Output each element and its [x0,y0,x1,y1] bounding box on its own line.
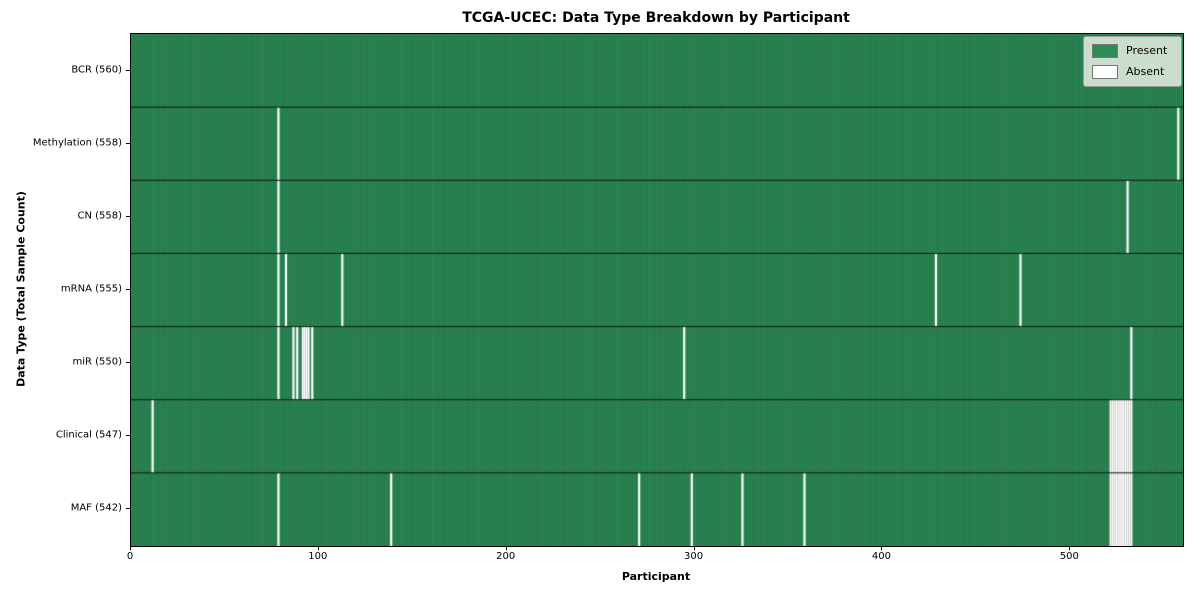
x-tickmark [505,546,507,550]
legend-present-swatch-icon [1092,44,1118,58]
ytick-label-mir: miR (550) [72,356,122,368]
xtick-label-300: 300 [684,551,704,562]
xtick-label-500: 500 [1059,551,1079,562]
y-tickmark [126,69,130,71]
x-axis-label: Participant [621,570,691,583]
legend-present-label: Present [1126,44,1168,57]
xtick-label-400: 400 [871,551,891,562]
xtick-label-200: 200 [496,551,516,562]
heatmap-canvas [131,34,1183,546]
x-tickmark [317,546,319,550]
y-tickmark [126,435,130,437]
ytick-label-bcr: BCR (560) [71,64,122,76]
xtick-label-100: 100 [308,551,328,562]
ytick-label-maf: MAF (542) [70,502,122,514]
x-tickmark [1069,546,1071,550]
xtick-label-0: 0 [126,551,134,562]
y-tickmark [126,142,130,144]
chart-title: TCGA-UCEC: Data Type Breakdown by Partic… [462,10,850,26]
x-tickmark [693,546,695,550]
ytick-label-cn: CN (558) [77,210,122,222]
y-tickmark [126,508,130,510]
ytick-label-mrna: mRNA (555) [60,283,122,295]
legend-absent-label: Absent [1126,65,1165,78]
legend-item-absent: Absent [1092,65,1172,79]
legend-item-present: Present [1092,44,1172,58]
y-tickmark [126,362,130,364]
legend: Present Absent [1083,36,1182,87]
ytick-label-clinical: Clinical (547) [55,429,122,441]
x-tickmark [130,546,131,550]
legend-absent-swatch-icon [1092,65,1118,79]
ytick-label-methylation: Methylation (558) [32,137,122,149]
y-tickmark [126,215,130,217]
y-tickmark [126,289,130,290]
plot-area [130,33,1184,547]
x-tickmark [881,546,883,550]
